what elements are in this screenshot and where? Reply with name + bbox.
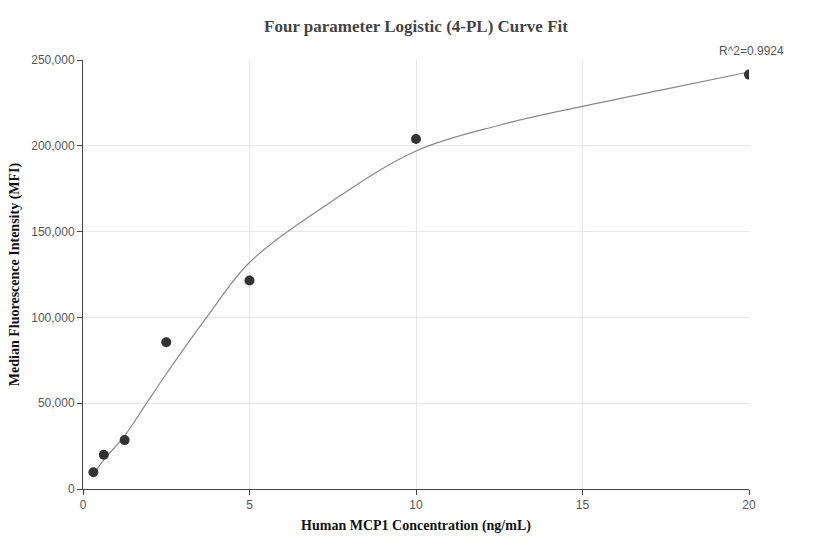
svg-text:Four parameter Logistic (4-PL): Four parameter Logistic (4-PL) Curve Fit (264, 17, 568, 36)
svg-text:200,000: 200,000 (31, 139, 75, 153)
svg-text:150,000: 150,000 (31, 225, 75, 239)
svg-text:250,000: 250,000 (31, 53, 75, 67)
svg-text:0: 0 (80, 498, 87, 512)
svg-text:R^2=0.9924: R^2=0.9924 (719, 44, 784, 58)
svg-text:50,000: 50,000 (38, 396, 75, 410)
svg-text:15: 15 (576, 498, 590, 512)
svg-text:5: 5 (246, 498, 253, 512)
svg-text:0: 0 (68, 482, 75, 496)
svg-text:20: 20 (742, 498, 756, 512)
svg-text:100,000: 100,000 (31, 311, 75, 325)
svg-text:Human MCP1 Concentration (ng/m: Human MCP1 Concentration (ng/mL) (301, 518, 531, 534)
svg-text:Median Fluorescence Intensity: Median Fluorescence Intensity (MFI) (7, 163, 23, 387)
svg-text:10: 10 (409, 498, 423, 512)
